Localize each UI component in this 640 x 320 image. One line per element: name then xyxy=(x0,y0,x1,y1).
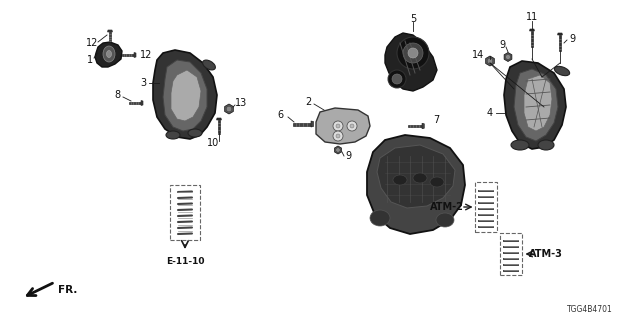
Polygon shape xyxy=(134,52,136,57)
Text: 3: 3 xyxy=(140,78,146,88)
Circle shape xyxy=(388,70,406,88)
Ellipse shape xyxy=(430,177,444,187)
Text: 6: 6 xyxy=(277,110,283,120)
Polygon shape xyxy=(367,135,465,234)
Ellipse shape xyxy=(413,173,427,183)
Ellipse shape xyxy=(103,46,115,62)
Polygon shape xyxy=(163,60,207,131)
Circle shape xyxy=(336,134,340,138)
Circle shape xyxy=(336,148,340,152)
Circle shape xyxy=(392,74,402,84)
Text: 4: 4 xyxy=(487,108,493,118)
Polygon shape xyxy=(129,102,141,104)
Polygon shape xyxy=(514,69,558,141)
Polygon shape xyxy=(316,108,370,144)
Circle shape xyxy=(347,121,357,131)
Text: 9: 9 xyxy=(499,40,505,50)
Ellipse shape xyxy=(203,60,216,70)
Text: 8: 8 xyxy=(114,90,120,100)
Text: 2: 2 xyxy=(305,97,311,107)
Polygon shape xyxy=(377,145,455,208)
Polygon shape xyxy=(557,33,563,35)
Circle shape xyxy=(333,131,343,141)
Polygon shape xyxy=(153,50,217,139)
Text: FR.: FR. xyxy=(58,285,77,295)
Circle shape xyxy=(487,58,493,64)
Text: 14: 14 xyxy=(472,50,484,60)
Text: E-11-10: E-11-10 xyxy=(166,258,204,267)
Polygon shape xyxy=(171,70,201,121)
Ellipse shape xyxy=(436,213,454,227)
Text: TGG4B4701: TGG4B4701 xyxy=(567,306,613,315)
Text: 9: 9 xyxy=(569,34,575,44)
Ellipse shape xyxy=(188,129,202,137)
Polygon shape xyxy=(335,146,342,154)
Text: 12: 12 xyxy=(140,50,152,60)
Polygon shape xyxy=(293,123,311,125)
Polygon shape xyxy=(311,121,314,127)
Text: 5: 5 xyxy=(410,14,416,24)
Polygon shape xyxy=(216,118,221,120)
Ellipse shape xyxy=(393,175,407,185)
Polygon shape xyxy=(530,29,534,31)
Ellipse shape xyxy=(511,140,529,150)
Polygon shape xyxy=(109,32,111,42)
Polygon shape xyxy=(531,31,533,47)
Polygon shape xyxy=(225,104,234,114)
Polygon shape xyxy=(122,54,134,56)
Ellipse shape xyxy=(106,51,111,58)
Bar xyxy=(170,185,200,240)
Circle shape xyxy=(408,48,418,58)
Polygon shape xyxy=(108,30,113,32)
Text: 1: 1 xyxy=(87,55,93,65)
Polygon shape xyxy=(408,125,422,127)
Circle shape xyxy=(397,37,429,69)
Polygon shape xyxy=(559,35,561,51)
Polygon shape xyxy=(385,33,437,91)
Text: 11: 11 xyxy=(526,12,538,22)
Polygon shape xyxy=(504,61,566,149)
Polygon shape xyxy=(486,56,494,66)
Text: ATM-3: ATM-3 xyxy=(529,249,563,259)
Polygon shape xyxy=(504,52,512,61)
Ellipse shape xyxy=(166,131,180,139)
Circle shape xyxy=(403,43,423,63)
Circle shape xyxy=(350,124,354,128)
Circle shape xyxy=(336,124,340,128)
Polygon shape xyxy=(422,123,424,129)
Text: 13: 13 xyxy=(235,98,247,108)
Polygon shape xyxy=(524,75,552,131)
Polygon shape xyxy=(218,120,220,134)
Polygon shape xyxy=(95,42,122,67)
Text: 10: 10 xyxy=(207,138,219,148)
Text: 9: 9 xyxy=(345,151,351,161)
Circle shape xyxy=(333,121,343,131)
Bar xyxy=(500,233,522,275)
Ellipse shape xyxy=(370,210,390,226)
Ellipse shape xyxy=(538,140,554,150)
Polygon shape xyxy=(141,100,143,105)
Ellipse shape xyxy=(554,66,570,76)
Circle shape xyxy=(506,54,511,60)
Circle shape xyxy=(227,106,232,112)
Text: 7: 7 xyxy=(433,115,439,125)
Text: 12: 12 xyxy=(86,38,98,48)
Bar xyxy=(475,182,497,232)
Text: ATM-2: ATM-2 xyxy=(430,202,464,212)
